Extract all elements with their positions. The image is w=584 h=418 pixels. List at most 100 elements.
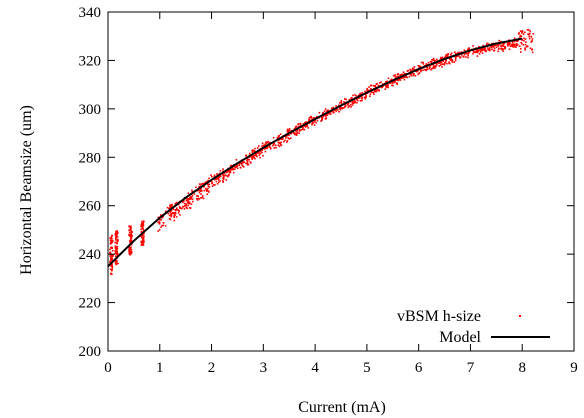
- data-point: [521, 32, 523, 34]
- data-point: [177, 212, 180, 214]
- data-point: [400, 77, 403, 80]
- data-point: [426, 66, 429, 69]
- data-point: [157, 221, 159, 224]
- data-point: [305, 121, 307, 123]
- data-point: [340, 102, 343, 104]
- data-point: [238, 164, 240, 166]
- data-point: [361, 97, 363, 100]
- data-point: [279, 142, 281, 144]
- data-point: [515, 44, 518, 47]
- data-point: [325, 117, 328, 119]
- data-point: [141, 234, 144, 236]
- data-point: [434, 65, 436, 68]
- data-point: [216, 183, 219, 185]
- data-point: [389, 82, 392, 84]
- data-point: [308, 120, 310, 122]
- data-point: [288, 128, 291, 130]
- data-point: [224, 171, 226, 174]
- data-point: [111, 273, 113, 275]
- data-point: [516, 43, 518, 45]
- data-point: [417, 73, 419, 76]
- data-point: [324, 108, 327, 110]
- data-point: [316, 115, 318, 118]
- data-point: [443, 63, 446, 66]
- data-point: [339, 108, 342, 111]
- data-point: [188, 207, 191, 209]
- data-point: [286, 141, 288, 143]
- data-point: [516, 40, 518, 42]
- data-point: [142, 220, 145, 222]
- data-point: [114, 262, 117, 264]
- data-point: [187, 200, 189, 202]
- data-point: [450, 54, 452, 56]
- data-point: [186, 202, 189, 204]
- data-point: [298, 130, 301, 132]
- data-point: [230, 164, 233, 167]
- data-point: [262, 145, 265, 147]
- data-point: [129, 226, 131, 228]
- data-point: [130, 237, 132, 240]
- data-point: [361, 91, 364, 94]
- data-point: [483, 48, 485, 50]
- data-point: [115, 247, 118, 249]
- data-point: [189, 196, 192, 198]
- data-point: [162, 222, 165, 224]
- data-point: [455, 56, 457, 59]
- data-point: [246, 162, 249, 164]
- data-point: [487, 48, 489, 51]
- data-point: [264, 150, 267, 153]
- data-point: [218, 172, 221, 175]
- data-point: [502, 48, 504, 50]
- data-point: [265, 142, 267, 145]
- data-point: [252, 155, 254, 158]
- data-point: [432, 66, 435, 69]
- legend-marker-measurement: [519, 315, 521, 317]
- data-point: [110, 269, 113, 272]
- x-tick-label: 3: [260, 360, 268, 376]
- data-point: [368, 86, 370, 88]
- data-point: [247, 158, 249, 161]
- data-point: [295, 130, 297, 132]
- data-point: [232, 171, 235, 174]
- y-tick-label: 320: [79, 53, 102, 69]
- data-point: [528, 35, 531, 38]
- data-point: [352, 94, 354, 97]
- data-point: [109, 261, 111, 263]
- x-tick-label: 4: [311, 360, 319, 376]
- data-point: [142, 222, 144, 224]
- data-point: [275, 146, 277, 149]
- data-point: [322, 111, 324, 114]
- data-point: [487, 43, 490, 45]
- data-point: [197, 189, 200, 192]
- data-point: [162, 224, 164, 227]
- data-point: [298, 132, 300, 135]
- data-point: [115, 246, 117, 248]
- data-point: [251, 155, 253, 158]
- data-point: [454, 59, 457, 62]
- data-point: [321, 116, 323, 119]
- data-point: [286, 140, 289, 142]
- data-point: [522, 44, 525, 46]
- data-point: [381, 86, 383, 88]
- data-point: [131, 231, 133, 233]
- data-point: [503, 42, 506, 45]
- data-point: [353, 101, 355, 104]
- data-point: [396, 83, 399, 86]
- data-point: [341, 107, 343, 110]
- data-point: [375, 83, 378, 86]
- data-point: [259, 152, 262, 155]
- data-point: [419, 66, 422, 68]
- data-point: [361, 96, 363, 98]
- data-point: [111, 254, 113, 257]
- data-point: [207, 185, 210, 187]
- data-point: [203, 189, 206, 192]
- data-point: [141, 236, 143, 239]
- data-point: [513, 40, 516, 43]
- data-point: [410, 74, 412, 76]
- data-point: [417, 65, 420, 67]
- data-point: [109, 255, 111, 257]
- data-point: [337, 109, 339, 111]
- data-point: [432, 67, 434, 70]
- data-point: [397, 79, 399, 82]
- data-point: [397, 75, 400, 78]
